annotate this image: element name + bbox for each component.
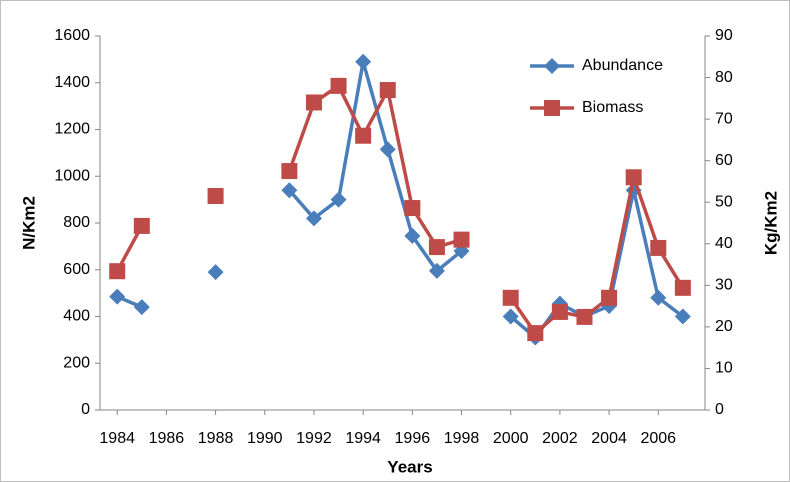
y-axis-title: N/Km2 <box>19 196 38 250</box>
x-tick-label: 1998 <box>444 430 480 447</box>
y2-tick-label: 90 <box>715 27 733 44</box>
data-point <box>330 77 347 94</box>
x-tick-label: 1994 <box>345 430 381 447</box>
x-tick-label: 1996 <box>395 430 431 447</box>
legend-marker <box>544 100 560 116</box>
data-point <box>576 308 593 325</box>
data-point <box>650 289 667 306</box>
x-tick-label: 2006 <box>640 430 676 447</box>
data-point <box>601 289 618 306</box>
data-point <box>674 308 691 325</box>
legend-label: Biomass <box>582 99 643 116</box>
data-point <box>379 141 396 158</box>
data-point <box>330 191 347 208</box>
data-point <box>428 262 445 279</box>
data-point <box>207 187 224 204</box>
x-tick-label: 1986 <box>149 430 185 447</box>
legend-label: Abundance <box>582 57 663 74</box>
x-axis-title: Years <box>387 457 432 476</box>
y-tick-label: 1400 <box>54 74 90 91</box>
data-point <box>281 182 298 199</box>
x-tick-label: 1992 <box>296 430 332 447</box>
data-point <box>650 239 667 256</box>
x-tick-label: 1988 <box>198 430 234 447</box>
legend-marker <box>544 58 560 74</box>
y2-tick-label: 20 <box>715 318 733 335</box>
x-tick-label: 2004 <box>591 430 627 447</box>
y2-tick-label: 70 <box>715 110 733 127</box>
y2-tick-label: 30 <box>715 277 733 294</box>
data-point <box>305 210 322 227</box>
data-point <box>133 299 150 316</box>
x-tick-label: 1990 <box>247 430 283 447</box>
data-point <box>625 169 642 186</box>
data-point <box>379 82 396 99</box>
data-point <box>109 263 126 280</box>
y2-tick-label: 50 <box>715 193 733 210</box>
y-tick-label: 1600 <box>54 27 90 44</box>
data-point <box>502 289 519 306</box>
y-tick-label: 0 <box>81 401 90 418</box>
y2-tick-label: 0 <box>715 401 724 418</box>
y-tick-label: 400 <box>63 308 90 325</box>
y2-axis-title: Kg/Km2 <box>761 191 780 255</box>
y-tick-label: 1200 <box>54 121 90 138</box>
y-tick-label: 800 <box>63 214 90 231</box>
data-point <box>527 325 544 342</box>
data-point <box>109 288 126 305</box>
data-point <box>281 163 298 180</box>
y2-tick-label: 60 <box>715 152 733 169</box>
data-point <box>502 308 519 325</box>
data-point <box>305 94 322 111</box>
y2-tick-label: 40 <box>715 235 733 252</box>
y2-tick-label: 80 <box>715 69 733 86</box>
y-tick-label: 200 <box>63 354 90 371</box>
y2-tick-label: 10 <box>715 360 733 377</box>
data-point <box>207 264 224 281</box>
data-point <box>355 127 372 144</box>
data-point <box>453 231 470 248</box>
y-tick-label: 1000 <box>54 167 90 184</box>
data-point <box>404 227 421 244</box>
data-point <box>404 200 421 217</box>
y-tick-label: 600 <box>63 261 90 278</box>
data-point <box>355 53 372 70</box>
x-tick-label: 2000 <box>493 430 529 447</box>
data-point <box>133 217 150 234</box>
data-point <box>674 279 691 296</box>
data-point <box>551 303 568 320</box>
data-point <box>428 239 445 256</box>
x-tick-label: 1984 <box>99 430 135 447</box>
x-tick-label: 2002 <box>542 430 578 447</box>
